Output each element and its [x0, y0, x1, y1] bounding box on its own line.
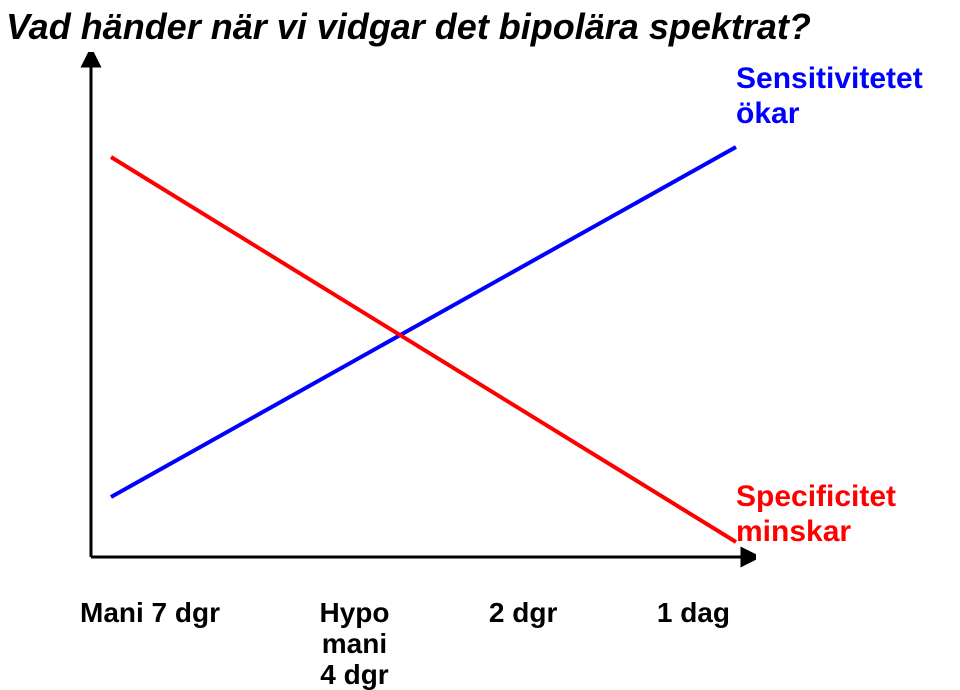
x-label-3: 1 dag: [657, 598, 730, 690]
x-label-0-line1: Mani 7 dgr: [80, 597, 220, 628]
sensitivity-label-line2: ökar: [736, 97, 799, 130]
x-label-3-line1: 1 dag: [657, 597, 730, 628]
x-label-0: Mani 7 dgr: [80, 598, 220, 690]
sensitivity-label-line1: Sensitivitetet: [736, 62, 923, 95]
x-label-2-line1: 2 dgr: [489, 597, 557, 628]
page: Vad händer när vi vidgar det bipolära sp…: [0, 0, 960, 678]
sensitivity-label: Sensitivitetet ökar: [736, 62, 923, 131]
sensitivity-line: [111, 147, 736, 497]
x-label-1-line2: mani 4 dgr: [320, 628, 388, 690]
page-title: Vad händer när vi vidgar det bipolära sp…: [6, 6, 811, 48]
specificity-label-line1: Specificitet: [736, 480, 896, 513]
specificity-label-line2: minskar: [736, 515, 851, 548]
x-axis-labels: Mani 7 dgr Hypo mani 4 dgr 2 dgr 1 dag: [80, 598, 730, 690]
x-label-1: Hypo mani 4 dgr: [319, 598, 389, 690]
x-label-1-line1: Hypo: [319, 597, 389, 628]
chart-svg: [56, 52, 756, 572]
specificity-line: [111, 157, 736, 542]
x-label-2: 2 dgr: [489, 598, 557, 690]
specificity-label: Specificitet minskar: [736, 480, 896, 549]
